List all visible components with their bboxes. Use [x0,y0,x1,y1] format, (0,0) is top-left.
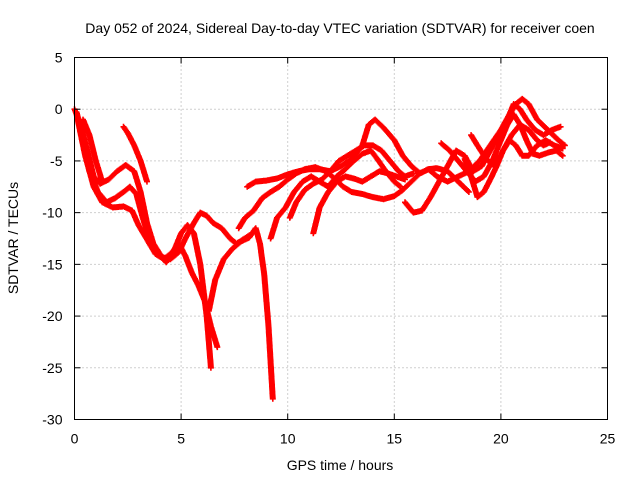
ticks: 0 5 10 15 20 25 5 0 -5 -10 -15 -20 -25 -30 [42,50,615,447]
y-axis-label: SDTVAR / TECUs [5,182,21,294]
series-track-10 [286,142,417,221]
y-tick-label: -20 [42,308,62,324]
y-tick-label: -30 [42,412,62,428]
y-tick-label: -5 [50,153,63,169]
x-tick-label: 10 [280,431,296,447]
x-tick-label: 20 [493,431,509,447]
series-track-1 [71,106,253,263]
x-tick-label: 5 [177,431,185,447]
x-tick-label: 0 [71,431,79,447]
y-tick-label: 5 [55,50,63,66]
series-track-6 [205,225,276,402]
series-track-5 [80,116,106,185]
y-tick-label: -10 [42,205,62,221]
series-track-3 [73,111,221,351]
series-group [71,95,568,402]
series-track-4 [120,123,150,185]
chart-title: Day 052 of 2024, Sidereal Day-to-day VTE… [85,20,594,36]
series-track-11 [310,168,408,237]
x-tick-label: 15 [387,431,403,447]
y-tick-label: -25 [42,360,62,376]
plot-frame [74,57,608,420]
y-tick-label: 0 [55,101,63,117]
y-tick-label: -15 [42,256,62,272]
x-axis-label: GPS time / hours [287,457,394,473]
x-tick-label: 25 [600,431,616,447]
series-track-15 [468,121,553,170]
